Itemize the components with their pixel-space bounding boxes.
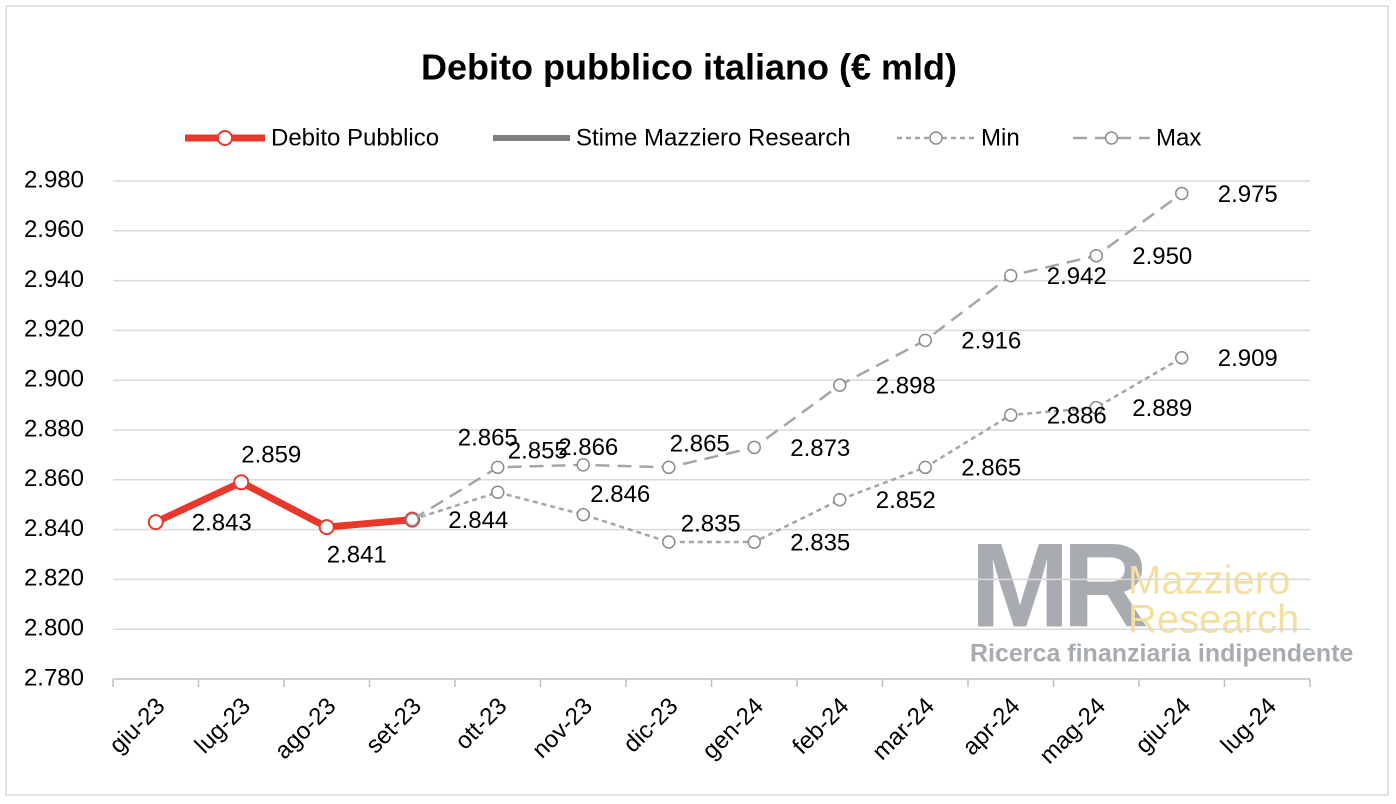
legend-marker [217, 130, 233, 146]
legend-marker [1104, 131, 1119, 145]
point-marker [833, 378, 847, 392]
point-marker [147, 514, 164, 531]
data-label: 2.916 [961, 328, 1021, 355]
data-label: 2.950 [1132, 243, 1192, 270]
y-tick-label: 2.960 [24, 216, 84, 243]
data-label: 2.909 [1218, 345, 1278, 372]
point-marker [491, 460, 505, 475]
data-label: 2.835 [681, 510, 741, 537]
logo-line1: Mazziero [1128, 559, 1290, 603]
y-tick-label: 2.980 [24, 166, 84, 193]
point-marker [747, 440, 761, 455]
y-tick-label: 2.860 [24, 465, 84, 492]
y-tick-label: 2.840 [24, 515, 84, 542]
data-label: 2.844 [448, 507, 508, 534]
data-label: 2.855 [508, 438, 568, 465]
point-marker [233, 474, 250, 491]
data-label: 2.843 [192, 509, 252, 536]
point-marker [1175, 351, 1189, 365]
point-marker [1175, 186, 1189, 201]
point-marker [918, 460, 932, 475]
y-tick-label: 2.900 [24, 366, 84, 393]
point-marker [576, 458, 590, 472]
data-label: 2.841 [327, 541, 387, 568]
legend-label: Stime Mazziero Research [576, 124, 851, 151]
point-marker [1089, 248, 1103, 263]
data-label: 2.865 [961, 455, 1021, 482]
point-marker [318, 519, 335, 536]
data-label: 2.866 [558, 434, 618, 461]
logo: MR Mazziero Research Ricerca finanziaria… [970, 519, 1354, 668]
point-marker [491, 485, 505, 499]
logo-mark: MR [970, 519, 1147, 653]
y-tick-label: 2.820 [24, 565, 84, 592]
point-marker [405, 512, 419, 527]
point-marker [1004, 268, 1018, 283]
y-tick-label: 2.780 [24, 664, 84, 691]
y-tick-label: 2.920 [24, 316, 84, 343]
point-marker [1004, 408, 1018, 422]
point-marker [918, 333, 932, 348]
data-label: 2.873 [790, 435, 850, 462]
point-marker [576, 507, 590, 522]
data-label: 2.859 [241, 442, 301, 469]
point-marker [1089, 400, 1103, 415]
series-line [154, 478, 413, 531]
data-label: 2.846 [590, 481, 650, 508]
legend-label: Max [1156, 124, 1201, 151]
point-marker [662, 460, 676, 475]
data-label: 2.865 [458, 425, 518, 452]
legend-marker [929, 131, 943, 145]
y-tick-label: 2.880 [24, 415, 84, 442]
legend-label: Debito Pubblico [271, 124, 439, 151]
logo-line2: Research [1128, 598, 1299, 642]
data-label: 2.889 [1132, 395, 1192, 422]
data-label: 2.942 [1047, 263, 1107, 290]
data-label: 2.852 [876, 487, 936, 514]
point-marker [833, 492, 847, 507]
data-label: 2.975 [1218, 181, 1278, 208]
point-marker [747, 535, 761, 549]
logo-tagline: Ricerca finanziaria indipendente [970, 640, 1354, 668]
y-tick-label: 2.800 [24, 615, 84, 642]
data-label: 2.886 [1047, 402, 1107, 429]
y-tick-label: 2.940 [24, 266, 84, 293]
data-label: 2.865 [670, 431, 730, 458]
series-line [411, 192, 1183, 521]
point-marker [662, 535, 676, 549]
data-label: 2.835 [790, 529, 850, 556]
chart-title: Debito pubblico italiano (€ mld) [421, 47, 957, 88]
legend-label: Min [981, 124, 1020, 151]
data-label: 2.898 [876, 373, 936, 400]
